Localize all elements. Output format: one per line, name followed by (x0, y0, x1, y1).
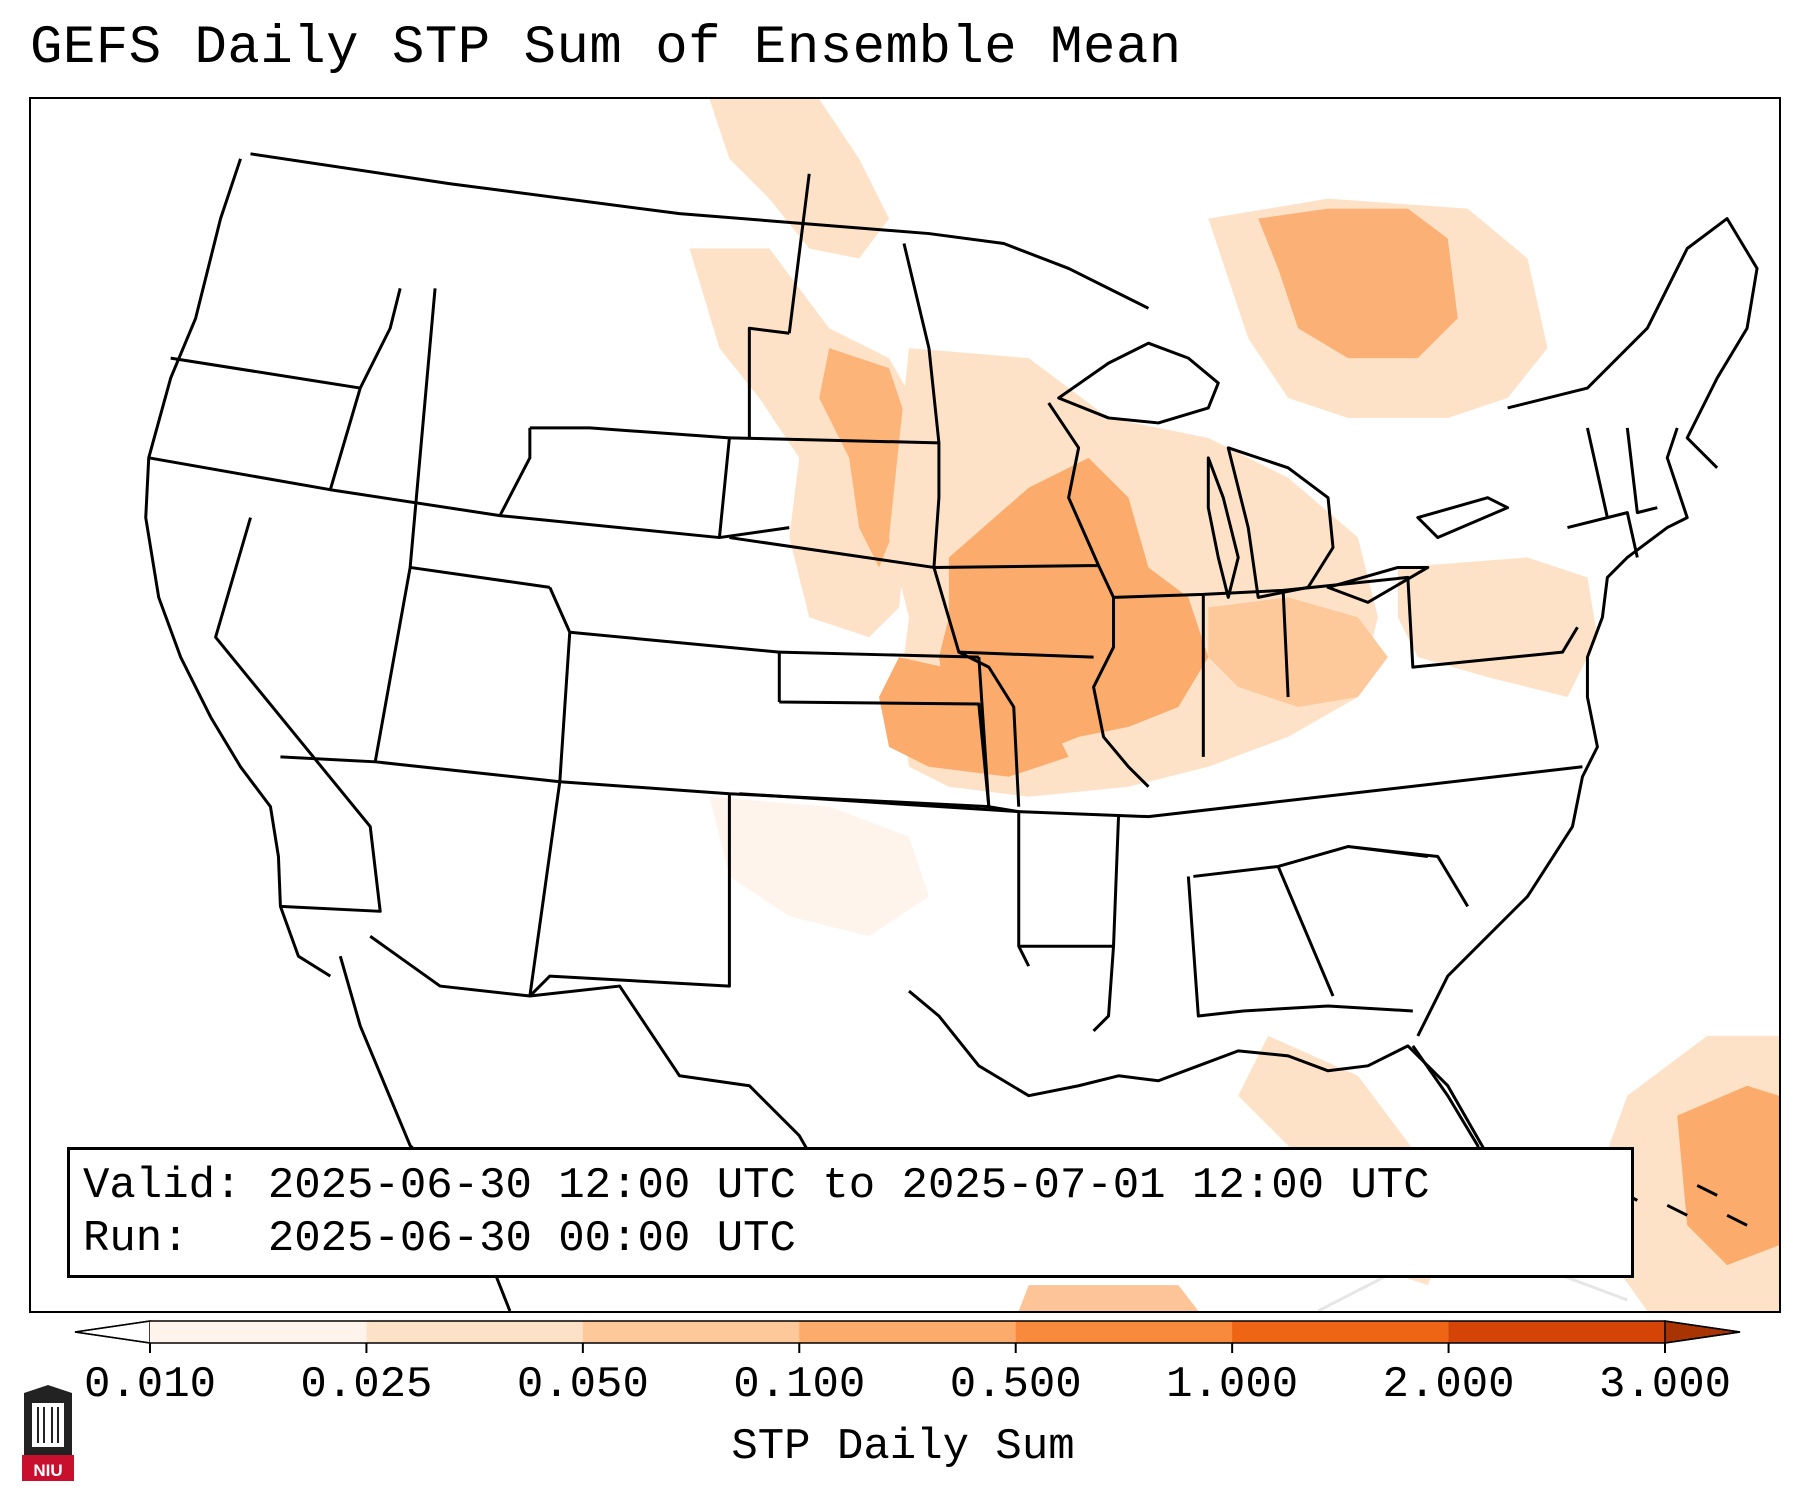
atlantic-coastline (1416, 427, 1689, 1037)
lake-erie (1326, 565, 1430, 604)
state-lines-midwest (933, 402, 1579, 788)
stp-area-caribbean (1018, 1285, 1199, 1311)
lake-huron-michigan (1226, 446, 1335, 599)
colorbar-tick-label: 2.000 (1382, 1360, 1515, 1410)
stp-area-bahamas (1677, 1085, 1779, 1266)
page-title: GEFS Daily STP Sum of Ensemble Mean (30, 18, 1182, 79)
map-canvas (144, 99, 1779, 1311)
colorbar-tick-label: 0.500 (949, 1360, 1082, 1410)
colorbar-tick-label: 0.025 (300, 1360, 433, 1410)
gulf-coastline (908, 989, 1510, 1246)
colorbar-tick-label: 0.100 (733, 1360, 866, 1410)
lake-superior (1057, 341, 1220, 425)
canada-us-border (250, 152, 1150, 310)
lake-michigan (1206, 456, 1240, 599)
colorbar-tick-label: 0.010 (83, 1360, 217, 1410)
colorbar-tick-label: 0.050 (516, 1360, 649, 1410)
new-england-lines (1567, 427, 1658, 558)
colorbar-under-arrow (74, 1320, 151, 1344)
niu-logo: NIU (22, 1385, 74, 1481)
canadian-east-coast (1507, 217, 1759, 469)
colorbar-tick-label: 3.000 (1598, 1360, 1732, 1410)
colorbar-segment (799, 1321, 1017, 1343)
colorbar-segment (1015, 1321, 1233, 1343)
colorbar-label: STP Daily Sum (731, 1422, 1075, 1472)
stp-area-northeast (1397, 557, 1598, 698)
stp-area-canada (1258, 208, 1458, 359)
map-panel (29, 97, 1781, 1313)
colorbar-tick-label: 1.000 (1166, 1360, 1299, 1410)
valid-time-line: Valid: 2025-06-30 12:00 UTC to 2025-07-0… (83, 1161, 1430, 1211)
lake-ontario (1416, 496, 1510, 540)
colorbar-segment (1232, 1321, 1450, 1343)
colorbar (74, 1320, 1741, 1353)
stp-area-dakotas (819, 348, 909, 568)
run-info-box: Valid: 2025-06-30 12:00 UTC to 2025-07-0… (67, 1147, 1634, 1278)
logo-text: NIU (33, 1461, 62, 1480)
stp-area-iowa-illinois (938, 457, 1209, 757)
stp-area-prairies (709, 99, 890, 259)
bahamas-islands (1616, 1184, 1748, 1227)
colorbar-segment (582, 1321, 800, 1343)
stp-area-missouri (879, 657, 1069, 777)
colorbar-segment (1448, 1321, 1666, 1343)
colorbar-segment (150, 1321, 367, 1343)
logo-building (32, 1403, 64, 1447)
run-time-line: Run: 2025-06-30 00:00 UTC (83, 1214, 796, 1264)
colorbar-over-arrow (1664, 1320, 1741, 1344)
stp-area-ohio-valley (1208, 597, 1388, 707)
stp-shading (689, 99, 1779, 1311)
logo-red-band (22, 1455, 74, 1481)
colorbar-segment (366, 1321, 584, 1343)
state-lines-south (1018, 765, 1583, 1032)
pacific-coastline (144, 158, 332, 978)
stp-area-southern-plains (709, 796, 929, 937)
